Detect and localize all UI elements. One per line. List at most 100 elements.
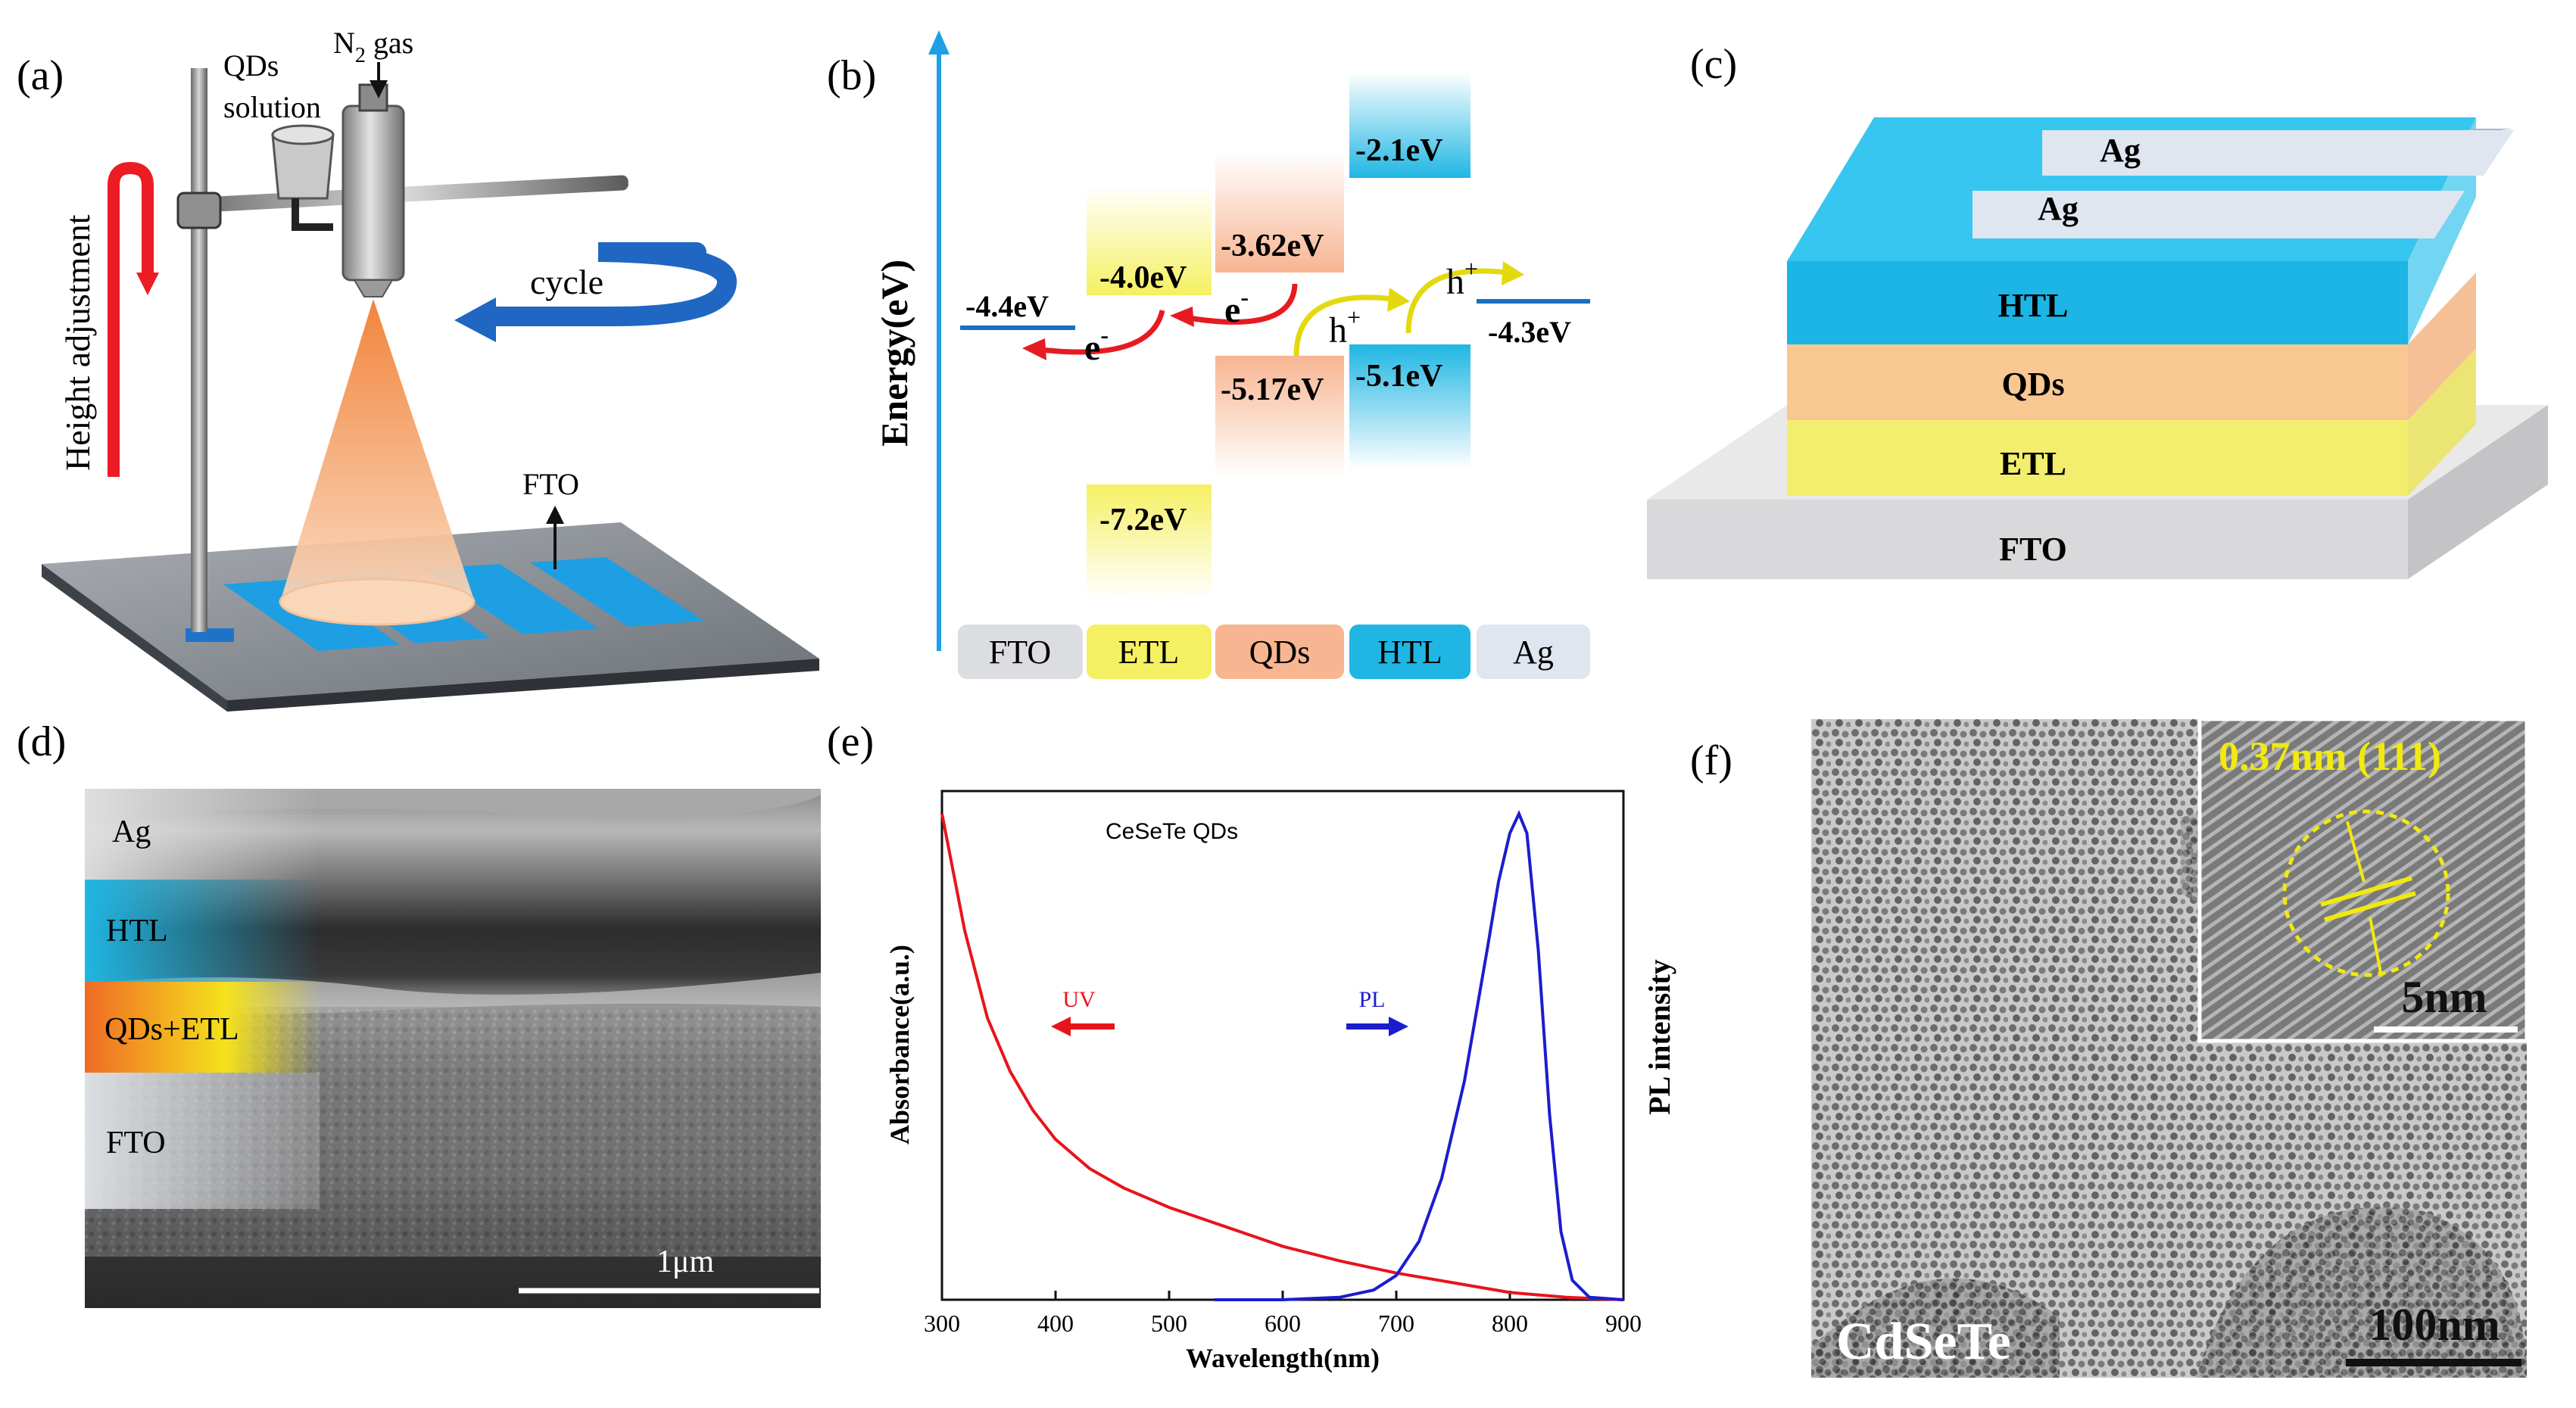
chart-x-label: Wavelength(nm) [1186,1343,1380,1373]
tem-dark-region-1 [1811,1278,2060,1378]
htl-vb-band [1349,344,1470,469]
height-arrow-head [136,273,159,295]
column-etl [1087,625,1212,679]
panel-e: (e) 300 400 500 600 700 800 900 CeSeTe QDs Wav… [827,718,1676,1373]
sem-qds-etl-label: QDs+ETL [104,1012,239,1047]
panel-e-tag: (e) [827,718,874,765]
hole-arrow-1-head [1387,288,1410,312]
htl-cb-label: -2.1eV [1355,133,1442,168]
panel-b-tag: (b) [827,52,876,99]
fto-substrate-4 [530,557,704,627]
tem-scale-label: 100nm [2369,1300,2500,1350]
pl-legend-arrow-head [1389,1017,1408,1036]
htl-cb-band [1349,72,1470,178]
energy-axis-head [928,30,950,55]
spray-cone [280,299,475,602]
htl-label-c: HTL [1998,287,2069,324]
column-ag [1477,625,1590,679]
electron-symbol-1: e- [1084,321,1109,368]
sem-fto-label: FTO [106,1126,166,1160]
qds-cb-band [1215,151,1344,273]
chart-ticks: 300 400 500 600 700 800 900 [924,1291,1642,1337]
nozzle-cap [358,83,388,112]
x-tick-label-400: 400 [1037,1310,1074,1337]
electron-arrow-1 [1040,310,1165,355]
panel-c: (c) Ag Ag HTL QDs ETL FTO [1647,41,2548,579]
x-tick-label-800: 800 [1492,1310,1528,1337]
lattice-fringe-1 [2320,876,2412,907]
inset-scale-label: 5nm [2401,972,2487,1022]
hole-arrow-1 [1293,294,1394,357]
column-label-qds: QDs [1249,634,1311,671]
chart-y-label: Absorbance(a.u.) [884,945,915,1145]
nozzle-tip [353,279,394,297]
etl-cb-label: -4.0eV [1099,260,1187,295]
panel-c-tag: (c) [1690,41,1737,88]
energy-axis-label: Energy(eV) [873,260,915,447]
stand-pole [191,68,207,632]
lattice-circle [2282,809,2450,977]
htl-layer-front [1787,261,2408,344]
height-adjustment-label: Height adjustment [58,214,97,471]
qds-layer-front [1787,344,2408,420]
fto-label-a: FTO [522,467,579,501]
sem-ag-overlay [85,789,320,880]
height-arrow-shaft [108,161,154,477]
sem-qds-etl-overlay [85,982,320,1073]
panel-a: (a) QDs solution N2 gas cycle [17,26,819,712]
chart-y-right-label: PL intensity [1642,959,1676,1115]
x-tick-label-700: 700 [1378,1310,1414,1337]
qds-vb-label: -5.17eV [1221,372,1324,407]
panel-d-tag: (d) [17,718,66,765]
column-label-htl: HTL [1377,634,1442,671]
panel-f-tag: (f) [1690,737,1732,784]
etl-label-c: ETL [2000,445,2066,482]
column-label-fto: FTO [989,634,1051,671]
sample-label: CdSeTe [1836,1313,2011,1371]
x-tick-label-900: 900 [1605,1310,1642,1337]
fto-level-label: -4.4eV [965,289,1049,323]
etl-vb-band [1087,484,1212,598]
ag-level-label: -4.3eV [1488,315,1571,349]
etl-layer-front [1787,420,2408,496]
column-label-etl: ETL [1118,634,1180,671]
fto-slab-front [1647,500,2408,579]
x-tick-label-600: 600 [1265,1310,1301,1337]
qds-cb-label: -3.62eV [1221,229,1324,263]
arm-clamp [176,192,222,229]
pl-legend-label: PL [1358,987,1385,1012]
qds-layer-side [2408,273,2476,420]
fto-slab-side [2408,405,2548,579]
column-htl [1349,625,1470,679]
column-qds [1215,625,1344,679]
column-fto [958,625,1083,679]
qds-label-line1: QDs [223,48,279,83]
spray-spot [279,578,476,626]
sem-htl-overlay [85,880,320,982]
lattice-spacing-label: 0.37nm (111) [2219,734,2441,779]
sem-scale-label: 1μm [656,1244,715,1279]
x-tick-label-500: 500 [1151,1310,1187,1337]
reservoir-top [271,124,335,145]
chart-frame [940,790,1625,1301]
column-label-ag: Ag [1513,634,1554,671]
pl-series-line [1215,810,1624,1301]
stage-plate-edge-front [227,659,819,712]
electron-arrow-2-head [1170,307,1194,327]
qds-label-line2: solution [223,90,321,124]
sem-fto-overlay [85,1073,320,1209]
cycle-arrow-shaft [486,242,738,326]
n2-gas-label: N2 gas [333,26,413,67]
etl-layer-side [2408,348,2476,496]
electron-arrow-1-head [1022,338,1046,360]
sem-htl-label: HTL [106,914,168,949]
lattice-fringe-2 [2324,891,2416,922]
fto-label-c: FTO [1999,531,2067,568]
feed-tube [292,198,333,231]
hole-arrow-2-head [1502,261,1524,285]
stage-plate-edge-left [42,564,227,712]
hole-arrow-2 [1405,268,1508,334]
uv-series-line [940,813,1624,1301]
qds-vb-band [1215,356,1344,477]
